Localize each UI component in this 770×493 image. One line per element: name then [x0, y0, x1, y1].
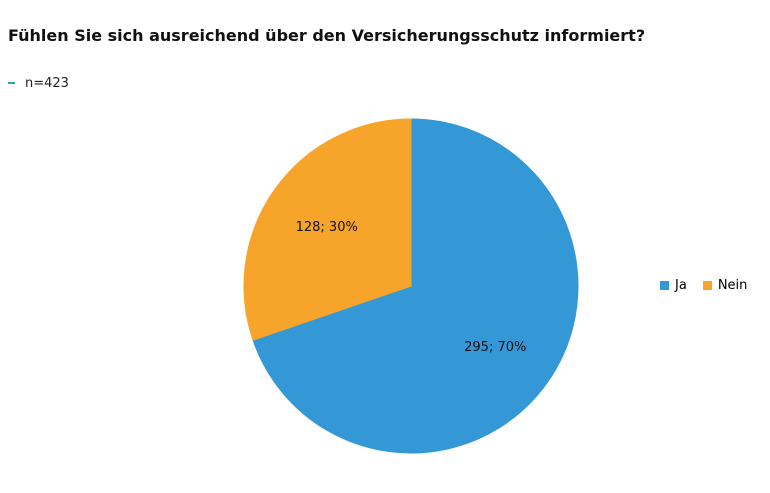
- note-dash-icon: [8, 81, 15, 84]
- legend-swatch-ja: [660, 281, 669, 290]
- chart-title: Fühlen Sie sich ausreichend über den Ver…: [8, 26, 646, 45]
- legend-swatch-nein: [702, 281, 712, 290]
- pie-slice-ja: [252, 118, 579, 454]
- data-label-nein: 128; 30%: [296, 220, 358, 235]
- data-label-ja: 295; 70%: [464, 340, 526, 355]
- sample-size-label: n=423: [25, 76, 69, 91]
- sample-size-note: n=423: [8, 76, 69, 91]
- legend-item-nein: Nein: [702, 278, 748, 293]
- pie-slice-nein: [243, 118, 412, 341]
- legend: Ja Nein: [660, 278, 747, 293]
- legend-label-ja: Ja: [675, 278, 687, 293]
- legend-label-nein: Nein: [717, 278, 748, 293]
- legend-item-ja: Ja: [660, 278, 687, 293]
